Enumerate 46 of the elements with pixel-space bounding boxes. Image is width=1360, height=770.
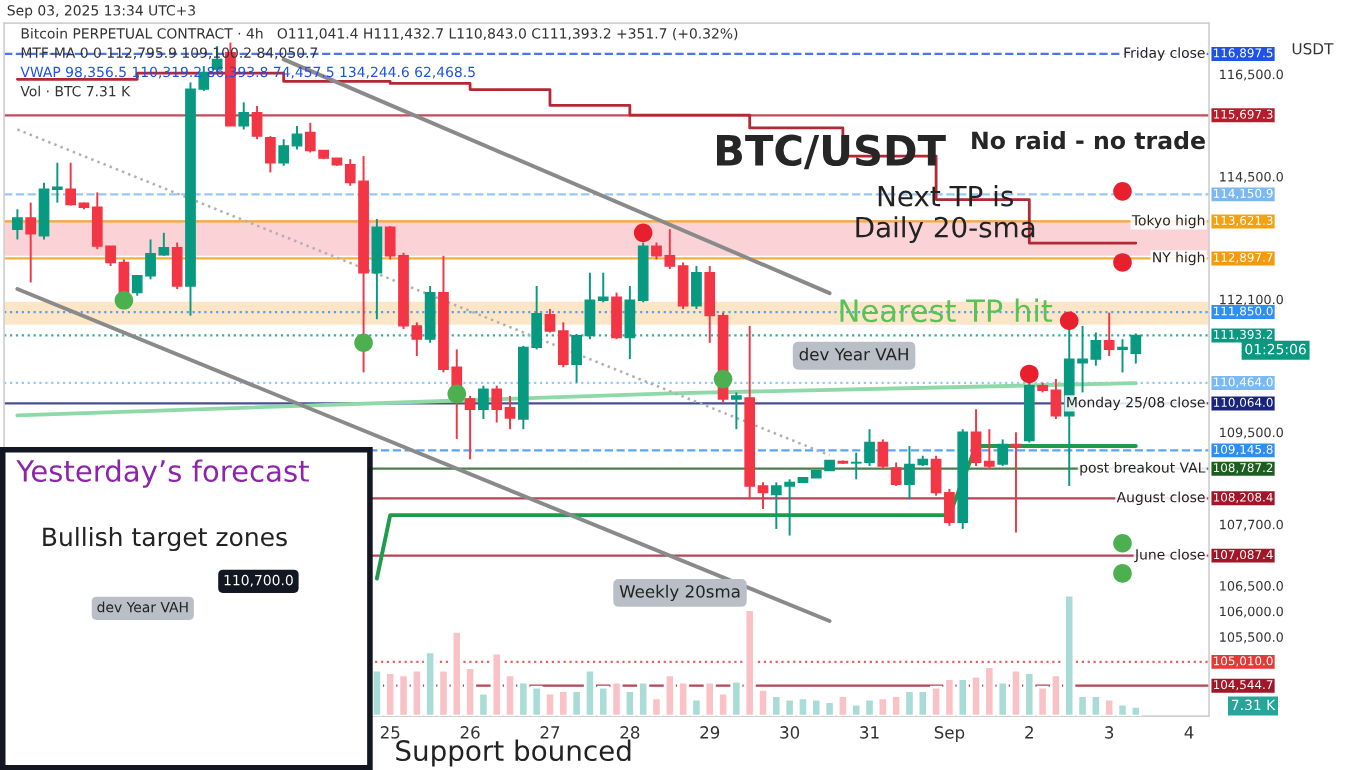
point bbox=[1113, 533, 1132, 553]
candlestick bbox=[464, 394, 476, 461]
x-tick-label: 27 bbox=[540, 726, 560, 739]
candlestick bbox=[25, 201, 37, 284]
candlestick bbox=[1103, 311, 1115, 358]
candlestick bbox=[265, 135, 276, 174]
candlestick bbox=[731, 391, 742, 431]
candlestick bbox=[251, 104, 263, 141]
candlestick bbox=[1010, 431, 1022, 534]
point bbox=[1113, 182, 1132, 201]
point bbox=[114, 290, 134, 310]
x-tick-label: 31 bbox=[860, 726, 879, 739]
point bbox=[1019, 364, 1039, 384]
x-tick-label: 2 bbox=[1025, 726, 1033, 739]
annotation: Nearest TP hit bbox=[840, 298, 1053, 323]
candlestick bbox=[478, 384, 489, 420]
x-tick-label: 25 bbox=[380, 726, 400, 739]
candlestick bbox=[611, 291, 622, 341]
point bbox=[1059, 311, 1079, 331]
x-tick-label: 29 bbox=[700, 726, 720, 739]
x-tick-label: 4 bbox=[1184, 726, 1194, 739]
point bbox=[354, 333, 373, 353]
x-tick-label: 3 bbox=[1105, 726, 1114, 739]
point bbox=[1113, 564, 1132, 583]
candlestick bbox=[371, 218, 383, 321]
annotation: Bullish target zones bbox=[43, 526, 287, 552]
x-tick-label: 26 bbox=[460, 726, 480, 739]
point bbox=[633, 223, 653, 243]
x-tick-label: 28 bbox=[620, 726, 640, 739]
candlestick bbox=[997, 438, 1009, 467]
x-tick-label: 30 bbox=[780, 726, 800, 739]
point bbox=[447, 384, 467, 404]
x-tick-label: Sep bbox=[934, 726, 965, 742]
candlestick bbox=[238, 101, 250, 131]
candlestick bbox=[877, 438, 889, 471]
annotation: dev Year VAH bbox=[799, 347, 908, 361]
candlestick bbox=[890, 461, 902, 487]
text: Support bounced bbox=[396, 739, 631, 767]
candlestick bbox=[691, 265, 702, 310]
point bbox=[1113, 253, 1132, 272]
annotation: Weekly 20sma bbox=[619, 584, 740, 601]
candlestick bbox=[12, 208, 23, 241]
text: No raid - no trade bbox=[972, 131, 1205, 150]
annotation: Yesterday’s forecast bbox=[16, 459, 309, 488]
point bbox=[713, 369, 733, 389]
candlestick bbox=[171, 241, 183, 291]
